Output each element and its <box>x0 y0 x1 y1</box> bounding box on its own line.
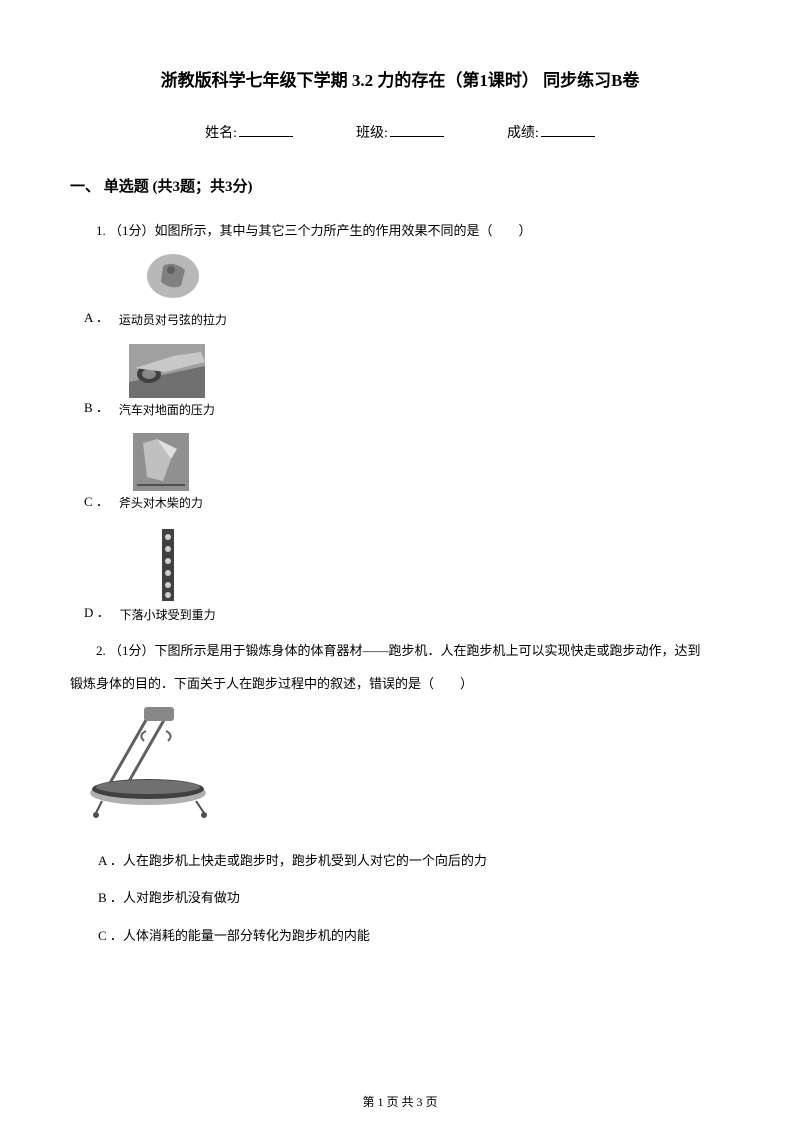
q2-option-a: A ．人在跑步机上快走或跑步时，跑步机受到人对它的一个向后的力 <box>98 849 730 872</box>
score-blank <box>541 136 595 137</box>
name-label: 姓名: <box>205 126 237 141</box>
q1-a-image: 运动员对弓弦的拉力 <box>119 252 227 332</box>
q1-d-image: 下落小球受到重力 <box>120 527 216 627</box>
question-2-text-2: 锻炼身体的目的．下面关于人在跑步过程中的叙述，错误的是（ ） <box>70 672 730 695</box>
q1-b-label: B ． <box>84 396 109 421</box>
q1-option-d: D ． 下落小球受到重力 <box>84 527 730 627</box>
q1-b-caption: 汽车对地面的压力 <box>119 400 215 422</box>
question-1-text: 1. （1分）如图所示，其中与其它三个力所产生的作用效果不同的是（ ） <box>70 219 730 242</box>
student-info-line: 姓名: 班级: 成绩: <box>70 121 730 146</box>
q2-option-c: C ．人体消耗的能量一部分转化为跑步机的内能 <box>98 924 730 947</box>
class-label: 班级: <box>356 126 388 141</box>
q1-option-b: B ． 汽车对地面的压力 <box>84 344 730 422</box>
q2-treadmill-image <box>84 705 730 830</box>
q1-a-label: A ． <box>84 306 109 331</box>
page-footer: 第 1 页 共 3 页 <box>0 1092 800 1114</box>
q1-option-a: A ． 运动员对弓弦的拉力 <box>84 252 730 332</box>
q1-c-caption: 斧头对木柴的力 <box>119 493 203 515</box>
page-title: 浙教版科学七年级下学期 3.2 力的存在（第1课时） 同步练习B卷 <box>70 66 730 97</box>
score-label: 成绩: <box>507 126 539 141</box>
class-blank <box>390 136 444 137</box>
question-2-text-1: 2. （1分）下图所示是用于锻炼身体的体育器材——跑步机．人在跑步机上可以实现快… <box>70 639 730 662</box>
q2-option-b: B ．人对跑步机没有做功 <box>98 886 730 909</box>
q1-b-image: 汽车对地面的压力 <box>119 344 215 422</box>
q1-d-label: D ． <box>84 601 110 626</box>
q1-d-caption: 下落小球受到重力 <box>120 605 216 627</box>
section-header: 一、 单选题 (共3题；共3分) <box>70 174 730 201</box>
q1-a-caption: 运动员对弓弦的拉力 <box>119 310 227 332</box>
q1-c-label: C ． <box>84 490 109 515</box>
q1-option-c: C ． 斧头对木柴的力 <box>84 433 730 515</box>
q1-c-image: 斧头对木柴的力 <box>119 433 203 515</box>
name-blank <box>239 136 293 137</box>
